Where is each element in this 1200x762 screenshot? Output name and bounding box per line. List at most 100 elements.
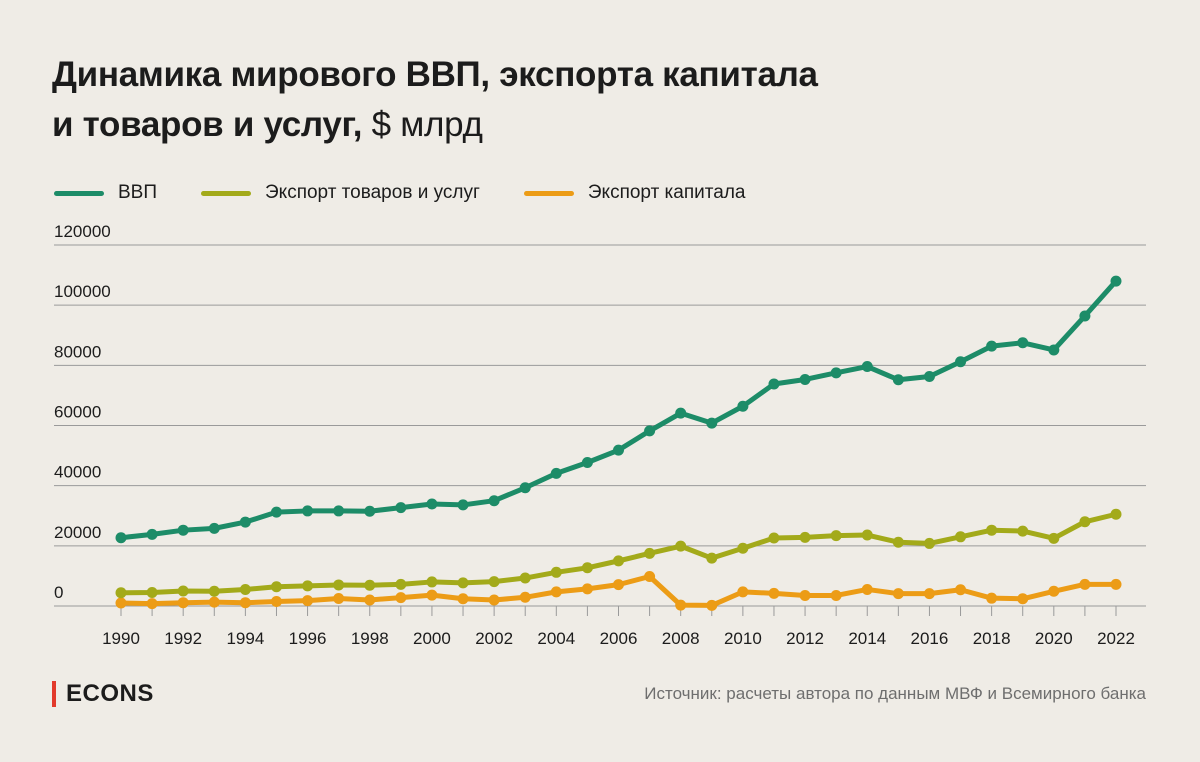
- data-point: [737, 586, 749, 598]
- data-point: [923, 370, 935, 382]
- chart-legend: ВВП Экспорт товаров и услуг Экспорт капи…: [54, 178, 789, 208]
- x-tick-label: 2002: [475, 629, 513, 648]
- data-point: [146, 528, 158, 540]
- logo-accent-bar: [52, 681, 56, 707]
- data-point: [799, 531, 811, 543]
- source-note: Источник: расчеты автора по данным МВФ и…: [644, 684, 1146, 703]
- y-tick-label: 20000: [54, 523, 101, 542]
- data-point: [426, 498, 438, 510]
- data-point: [861, 583, 873, 595]
- x-tick-label: 1994: [226, 629, 264, 648]
- logo-text: ECONS: [66, 680, 154, 707]
- data-point: [550, 566, 562, 578]
- data-point: [986, 340, 998, 352]
- data-point: [457, 499, 469, 511]
- legend-swatch-gdp: [54, 190, 104, 196]
- data-point: [395, 592, 407, 604]
- legend-item-gdp: ВВП: [54, 182, 157, 204]
- x-tick-label: 2006: [600, 629, 638, 648]
- data-point: [364, 594, 376, 606]
- data-point: [177, 597, 189, 609]
- data-point: [270, 595, 282, 607]
- data-point: [613, 579, 624, 591]
- data-point: [923, 537, 935, 549]
- data-point: [519, 572, 531, 584]
- data-point: [426, 589, 438, 601]
- data-point: [799, 373, 811, 385]
- data-point: [892, 374, 904, 386]
- econs-logo: ECONS: [52, 678, 154, 710]
- data-point: [488, 594, 500, 606]
- legend-swatch-capital: [523, 190, 574, 196]
- data-point: [270, 506, 282, 518]
- data-point: [1079, 578, 1091, 590]
- data-point: [208, 596, 220, 608]
- data-point: [613, 555, 624, 567]
- data-point: [115, 587, 127, 599]
- data-point: [333, 505, 345, 517]
- data-point: [177, 585, 189, 597]
- data-point: [208, 585, 220, 597]
- data-point: [302, 580, 314, 592]
- data-point: [239, 516, 251, 528]
- y-tick-label: 80000: [54, 342, 101, 361]
- data-point: [644, 425, 656, 437]
- data-point: [613, 444, 624, 456]
- data-point: [1110, 578, 1122, 590]
- data-point: [488, 576, 500, 588]
- data-point: [395, 578, 407, 590]
- data-point: [519, 591, 531, 603]
- legend-item-exports: Экспорт товаров и услуг: [201, 182, 480, 204]
- data-point: [177, 524, 189, 536]
- data-point: [1048, 532, 1060, 544]
- x-tick-label: 2012: [786, 629, 824, 648]
- data-point: [364, 579, 376, 591]
- title-line-2: и товаров и услуг,: [52, 105, 363, 144]
- data-point: [892, 536, 904, 548]
- legend-label-exports: Экспорт товаров и услуг: [265, 182, 480, 203]
- data-point: [830, 530, 842, 542]
- data-point: [115, 597, 127, 609]
- data-point: [581, 562, 593, 574]
- data-point: [581, 457, 593, 469]
- data-point: [395, 502, 407, 514]
- x-tick-label: 2022: [1097, 629, 1135, 648]
- title-line-1: Динамика мирового ВВП, экспорта капитала: [52, 55, 818, 94]
- x-tick-label: 2004: [537, 629, 575, 648]
- data-point: [333, 592, 345, 604]
- data-point: [1079, 310, 1091, 322]
- chart-title: Динамика мирового ВВП, экспорта капитала…: [52, 50, 1152, 150]
- x-tick-label: 2008: [662, 629, 700, 648]
- data-point: [488, 495, 500, 507]
- x-tick-label: 1998: [351, 629, 389, 648]
- data-point: [706, 417, 718, 429]
- data-point: [675, 599, 687, 611]
- data-point: [333, 579, 345, 591]
- data-point: [519, 482, 531, 494]
- x-tick-label: 2016: [911, 629, 949, 648]
- data-point: [861, 529, 873, 541]
- data-point: [830, 367, 842, 379]
- data-point: [955, 531, 967, 543]
- x-tick-label: 2000: [413, 629, 451, 648]
- data-point: [426, 576, 438, 588]
- data-point: [644, 547, 656, 559]
- legend-label-capital: Экспорт капитала: [587, 182, 746, 203]
- legend-item-capital: Экспорт капитала: [523, 182, 746, 204]
- data-point: [768, 532, 780, 544]
- data-point: [270, 581, 282, 593]
- y-tick-label: 0: [54, 583, 63, 602]
- data-point: [986, 592, 998, 604]
- data-point: [239, 597, 251, 609]
- data-point: [892, 588, 904, 600]
- data-point: [923, 588, 935, 600]
- legend-label-gdp: ВВП: [118, 182, 158, 203]
- data-point: [208, 522, 220, 534]
- data-point: [737, 542, 749, 554]
- y-tick-label: 40000: [54, 463, 101, 482]
- data-point: [364, 505, 376, 517]
- data-point: [986, 524, 998, 536]
- x-tick-label: 2010: [724, 629, 762, 648]
- data-point: [799, 589, 811, 601]
